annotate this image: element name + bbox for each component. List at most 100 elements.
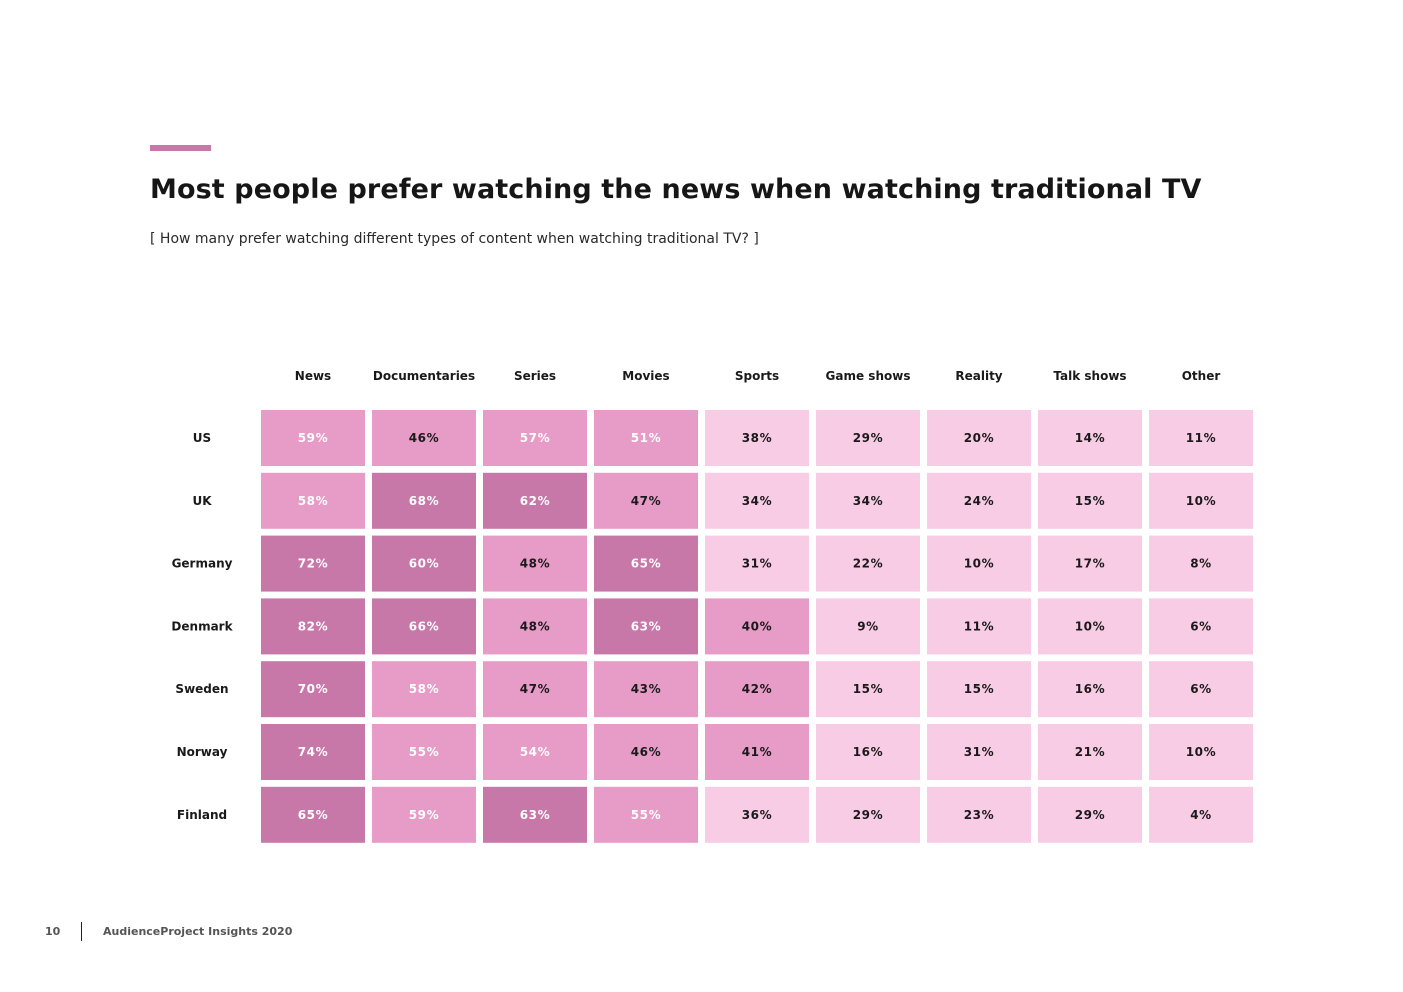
heatmap-cell-sweden-game-shows [816,661,920,718]
column-label-movies: Movies [622,369,669,383]
heatmap-value-germany-game-shows: 22% [853,557,884,571]
row-label-germany: Germany [172,557,233,571]
heatmap-value-us-movies: 51% [631,431,662,445]
heatmap-cell-norway-movies [594,724,698,780]
heatmap-cell-denmark-talk-shows [1038,598,1142,655]
heatmap-value-germany-talk-shows: 17% [1075,557,1106,571]
heatmap-value-denmark-movies: 63% [631,619,662,633]
heatmap-cell-us-documentaries [372,410,476,466]
heatmap-value-norway-reality: 31% [964,745,995,759]
heatmap-cell-finland-documentaries [372,786,476,843]
heatmap-cell-sweden-movies [594,661,698,718]
heatmap-value-denmark-news: 82% [298,619,329,633]
heatmap-value-us-sports: 38% [742,431,773,445]
heatmap-value-finland-talk-shows: 29% [1075,808,1106,822]
heatmap-cell-denmark-game-shows [816,598,920,655]
heatmap-value-sweden-game-shows: 15% [853,682,884,696]
heatmap-value-germany-series: 48% [520,557,551,571]
heatmap-cell-us-series [483,410,587,466]
heatmap-value-finland-series: 63% [520,808,551,822]
footer-divider [81,922,82,941]
footer-brand: AudienceProject Insights 2020 [103,925,293,938]
heatmap-value-uk-talk-shows: 15% [1075,494,1106,508]
heatmap-cell-uk-talk-shows [1038,472,1142,529]
heatmap-cell-denmark-documentaries [372,598,476,655]
heatmap-cell-us-game-shows [816,410,920,466]
heatmap-value-sweden-talk-shows: 16% [1075,682,1106,696]
heatmap-value-sweden-documentaries: 58% [409,682,440,696]
heatmap-cell-uk-game-shows [816,472,920,529]
heatmap-cell-sweden-series [483,661,587,718]
heatmap-value-germany-sports: 31% [742,557,773,571]
heatmap-value-us-other: 11% [1186,431,1217,445]
heatmap-cell-us-sports [705,410,809,466]
heatmap-cell-norway-talk-shows [1038,724,1142,780]
heatmap-cell-norway-series [483,724,587,780]
heatmap-value-uk-movies: 47% [631,494,662,508]
heatmap-cell-germany-sports [705,535,809,592]
heatmap-cell-norway-reality [927,724,1031,780]
heatmap-value-norway-documentaries: 55% [409,745,440,759]
heatmap-cell-sweden-documentaries [372,661,476,718]
heatmap-cell-sweden-talk-shows [1038,661,1142,718]
row-label-denmark: Denmark [171,619,233,633]
heatmap-value-uk-series: 62% [520,494,551,508]
heatmap-value-sweden-movies: 43% [631,682,662,696]
row-label-norway: Norway [177,745,228,759]
heatmap-cell-germany-reality [927,535,1031,592]
heatmap-cell-denmark-other [1149,598,1253,655]
heatmap-value-sweden-news: 70% [298,682,329,696]
heatmap-cell-sweden-sports [705,661,809,718]
page-title: Most people prefer watching the news whe… [150,174,1202,205]
heatmap-cell-finland-sports [705,786,809,843]
heatmap-value-finland-reality: 23% [964,808,995,822]
heatmap-value-us-series: 57% [520,431,551,445]
heatmap-value-norway-game-shows: 16% [853,745,884,759]
heatmap-value-uk-other: 10% [1186,494,1217,508]
heatmap-value-us-news: 59% [298,431,329,445]
row-label-uk: UK [192,494,212,508]
heatmap-value-us-reality: 20% [964,431,995,445]
heatmap-cell-us-other [1149,410,1253,466]
heatmap-value-finland-sports: 36% [742,808,773,822]
heatmap-cell-us-talk-shows [1038,410,1142,466]
heatmap-value-norway-movies: 46% [631,745,662,759]
heatmap-value-finland-game-shows: 29% [853,808,884,822]
heatmap-cell-uk-series [483,472,587,529]
heatmap-value-denmark-game-shows: 9% [857,619,879,633]
column-label-game-shows: Game shows [826,369,911,383]
column-label-reality: Reality [955,369,1002,383]
row-label-sweden: Sweden [175,682,228,696]
heatmap-cell-sweden-other [1149,661,1253,718]
heatmap-value-norway-sports: 41% [742,745,773,759]
heatmap-cell-germany-talk-shows [1038,535,1142,592]
heatmap-value-uk-news: 58% [298,494,329,508]
heatmap-value-finland-news: 65% [298,808,329,822]
heatmap-cell-germany-movies [594,535,698,592]
page-subtitle: [ How many prefer watching different typ… [150,231,759,247]
heatmap-value-finland-other: 4% [1190,808,1212,822]
heatmap-value-finland-movies: 55% [631,808,662,822]
heatmap-cell-finland-game-shows [816,786,920,843]
heatmap-value-uk-reality: 24% [964,494,995,508]
heatmap-cell-us-reality [927,410,1031,466]
column-label-series: Series [514,369,556,383]
heatmap-cell-finland-news [261,786,365,843]
heatmap-value-sweden-sports: 42% [742,682,773,696]
heatmap-cell-finland-other [1149,786,1253,843]
heatmap-cell-finland-talk-shows [1038,786,1142,843]
heatmap-value-us-game-shows: 29% [853,431,884,445]
footer-page-number: 10 [45,925,61,938]
heatmap-cell-uk-other [1149,472,1253,529]
column-label-news: News [295,369,331,383]
heatmap-value-sweden-other: 6% [1190,682,1212,696]
column-label-documentaries: Documentaries [373,369,475,383]
heatmap-value-germany-reality: 10% [964,557,995,571]
heatmap-cell-germany-news [261,535,365,592]
heatmap-cell-denmark-series [483,598,587,655]
heatmap-value-denmark-talk-shows: 10% [1075,619,1106,633]
heatmap-value-norway-series: 54% [520,745,551,759]
heatmap-value-denmark-series: 48% [520,619,551,633]
heatmap-value-sweden-series: 47% [520,682,551,696]
